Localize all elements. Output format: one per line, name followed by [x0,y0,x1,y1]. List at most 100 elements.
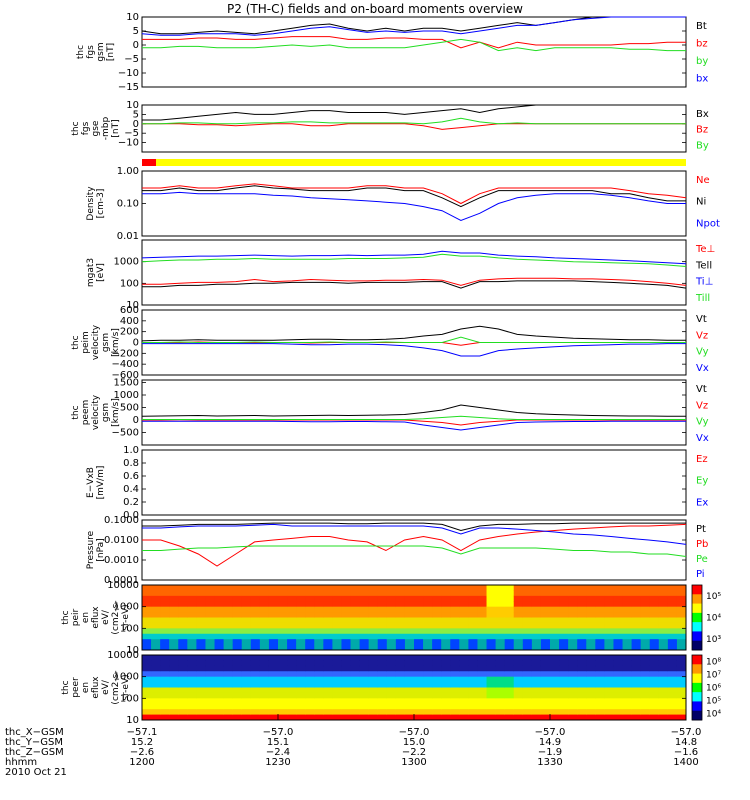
heatmap-cell [386,676,397,683]
heatmap-cell [559,595,569,602]
y-axis-label-line: peer [71,677,81,698]
y-axis-label-line: -mbp [101,116,111,140]
y-axis-label: E−VxB [mV/m] [86,466,106,500]
heatmap-cell [341,660,352,667]
heatmap-cell [513,698,524,705]
heatmap-cell [631,644,642,651]
heatmap-cell [314,622,324,629]
heatmap-cell [559,639,569,646]
heatmap-cell [631,628,642,635]
heatmap-cell [540,617,551,624]
heatmap-cell [504,612,515,618]
x-row-value: −57.0 [399,727,430,738]
heatmap-cell [559,590,569,597]
heatmap-cell [296,639,306,646]
heatmap-cell [450,633,460,640]
heatmap-cell [151,655,161,661]
heatmap-cell [450,590,460,597]
heatmap-cell [323,676,333,683]
heatmap-cell [395,633,406,640]
heatmap-cell [278,639,288,646]
x-row-value: −57.0 [263,727,294,738]
heatmap-cell [287,655,297,661]
y-axis-label-line: [km/s] [111,398,121,427]
heatmap-cell [531,633,542,640]
y-tick-label: 0.8 [123,458,139,469]
heatmap-cell [441,660,451,667]
heatmap-cell [250,585,261,591]
heatmap-cell [586,676,596,683]
heatmap-cell [205,606,216,613]
colorbar-segment [692,673,702,684]
heatmap-cell [595,676,605,683]
heatmap-cell [468,709,478,716]
heatmap-cell [477,703,488,710]
heatmap-cell [296,595,306,602]
heatmap-cell [550,709,560,716]
heatmap-cell [450,671,460,678]
heatmap-cell [187,628,197,635]
heatmap-cell [486,595,497,602]
heatmap-cell [604,628,614,635]
heatmap-cell [205,687,216,694]
heatmap-cell [232,703,243,710]
heatmap-cell [604,714,614,721]
heatmap-cell [160,714,170,721]
heatmap-cell [187,633,197,640]
heatmap-cell [259,703,270,710]
heatmap-cell [568,676,578,683]
heatmap-cell [151,709,161,716]
heatmap-cell [423,585,433,591]
heatmap-cell [232,639,243,646]
heatmap-cell [404,617,415,624]
heatmap-cell [196,606,206,613]
heatmap-cell [568,628,578,635]
heatmap-cell [187,698,197,705]
heatmap-cell [178,639,188,646]
heatmap-cell [495,595,506,602]
heatmap-cell [259,601,270,608]
heatmap-cell [169,633,179,640]
heatmap-cell [241,606,252,613]
heatmap-cell [450,601,460,608]
heatmap-cell [504,698,515,705]
heatmap-cell [432,601,442,608]
heatmap-cell [368,682,379,688]
heatmap-cell [540,698,551,705]
heatmap-cell [160,671,170,678]
heatmap-cell [658,655,669,661]
heatmap-cell [649,676,660,683]
heatmap-cell [414,660,424,667]
heatmap-cell [250,660,261,667]
heatmap-cell [368,639,379,646]
heatmap-cell [241,660,252,667]
heatmap-cell [667,671,678,678]
heatmap-cell [586,655,596,661]
series-line-Vx [142,420,686,431]
heatmap-cell [223,628,234,635]
heatmap-cell [350,692,361,699]
heatmap-cell [259,671,270,678]
y-axis-label: thc peem velocity gsm [km/s] [71,394,121,430]
heatmap-cell [350,612,361,618]
heatmap-cell [395,676,406,683]
x-row-value: 1300 [401,757,426,768]
heatmap-cell [649,714,660,721]
heatmap-cell [631,687,642,694]
y-axis-label-line: [mV/m] [96,466,106,500]
series-line-Bt [141,16,686,35]
series-line-Pi [142,523,687,545]
y-axis-label-line: [nT] [111,119,121,137]
heatmap-cell [504,676,515,683]
heatmap-cell [232,692,243,699]
heatmap-cell [278,703,288,710]
y-axis-label-line: [nT] [106,43,116,61]
heatmap-cell [287,617,297,624]
heatmap-cell [223,639,234,646]
heatmap-cell [386,595,397,602]
heatmap-cell [495,655,506,661]
legend-label: Pe [696,554,708,565]
heatmap-cell [178,644,188,651]
heatmap-cell [259,714,270,721]
heatmap-cell [268,617,279,624]
